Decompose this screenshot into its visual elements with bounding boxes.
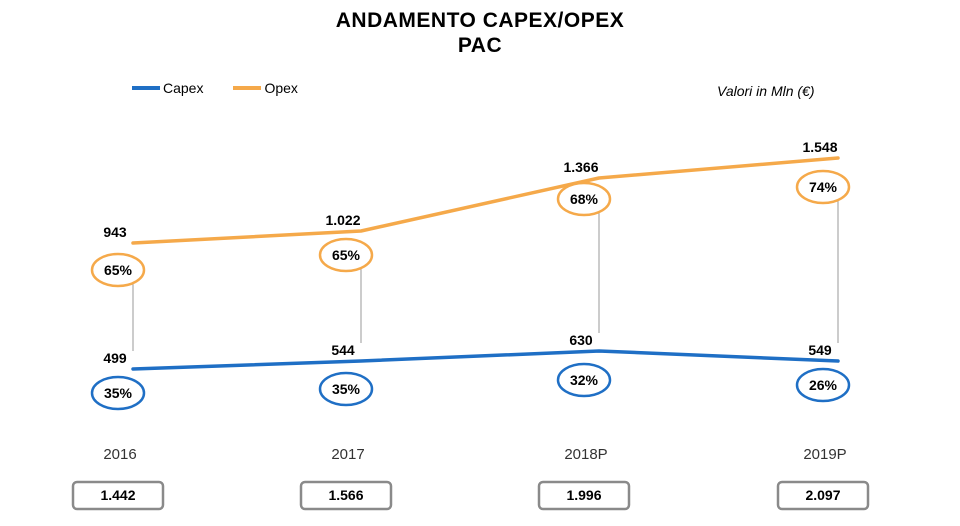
share-label-opex: 65% bbox=[104, 262, 133, 278]
x-tick-label: 2017 bbox=[331, 446, 364, 463]
total-box bbox=[776, 480, 870, 511]
share-label-opex: 68% bbox=[570, 191, 599, 207]
total-label: 2.097 bbox=[805, 487, 840, 503]
share-ellipse-capex bbox=[795, 367, 851, 403]
legend-swatch-opex bbox=[233, 86, 262, 90]
total-label: 1.996 bbox=[566, 487, 601, 503]
share-ellipse-capex bbox=[556, 362, 612, 398]
share-ellipse-capex bbox=[318, 371, 374, 407]
value-label-opex: 943 bbox=[103, 224, 127, 240]
series-line-opex bbox=[131, 156, 840, 245]
share-ellipse-opex bbox=[90, 252, 146, 288]
share-label-capex: 35% bbox=[104, 385, 133, 401]
legend-label-opex: Opex bbox=[264, 80, 298, 96]
share-ellipse-capex bbox=[90, 375, 146, 411]
value-label-opex: 1.022 bbox=[325, 212, 360, 228]
value-label-capex: 630 bbox=[569, 332, 593, 348]
total-label: 1.566 bbox=[328, 487, 363, 503]
legend-item-capex: Capex bbox=[132, 80, 203, 96]
total-box bbox=[299, 480, 393, 511]
total-box bbox=[71, 480, 165, 511]
share-ellipse-opex bbox=[795, 169, 851, 205]
value-label-opex: 1.548 bbox=[802, 139, 837, 155]
chart-title-line-1: ANDAMENTO CAPEX/OPEX bbox=[335, 9, 625, 32]
share-label-capex: 26% bbox=[809, 377, 838, 393]
value-label-capex: 499 bbox=[103, 350, 127, 366]
value-label-capex: 549 bbox=[808, 342, 832, 358]
legend-label-capex: Capex bbox=[163, 80, 204, 96]
x-tick-label: 2016 bbox=[103, 446, 136, 463]
share-ellipse-opex bbox=[556, 181, 612, 217]
share-label-opex: 65% bbox=[332, 247, 361, 263]
chart-title-line-2: PAC bbox=[457, 34, 503, 57]
total-box bbox=[537, 480, 631, 511]
share-ellipse-opex bbox=[318, 237, 374, 273]
total-label: 1.442 bbox=[100, 487, 135, 503]
value-label-opex: 1.366 bbox=[563, 159, 598, 175]
share-label-capex: 32% bbox=[570, 372, 599, 388]
unit-note: Valori in Mln (€) bbox=[717, 83, 815, 99]
series-line-capex bbox=[131, 349, 840, 371]
share-label-capex: 35% bbox=[332, 381, 361, 397]
legend: Capex Opex bbox=[132, 80, 328, 96]
share-label-opex: 74% bbox=[809, 179, 838, 195]
legend-item-opex: Opex bbox=[233, 80, 298, 96]
value-label-capex: 544 bbox=[331, 342, 355, 358]
x-tick-label: 2018P bbox=[564, 446, 607, 463]
x-tick-label: 2019P bbox=[803, 446, 846, 463]
chart-title: ANDAMENTO CAPEX/OPEX PAC bbox=[0, 8, 960, 58]
legend-swatch-capex bbox=[132, 86, 160, 90]
